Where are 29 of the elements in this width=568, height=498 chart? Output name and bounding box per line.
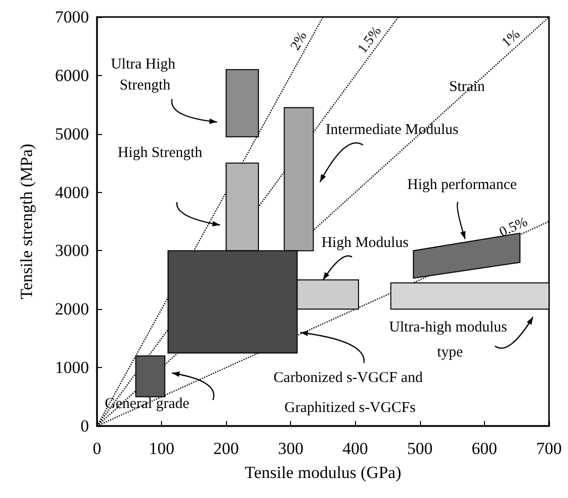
y-tick-label: 1000 xyxy=(55,358,89,378)
y-tick-label: 5000 xyxy=(55,124,89,144)
x-tick-label: 300 xyxy=(278,439,304,458)
annotation: High Strength xyxy=(118,145,203,161)
y-tick-label: 7000 xyxy=(55,8,89,26)
x-tick-label: 400 xyxy=(342,439,368,458)
y-tick-label: 3000 xyxy=(55,241,89,260)
y-tick-label: 6000 xyxy=(55,66,89,85)
y-tick-label: 0 xyxy=(80,416,89,436)
annotation: Ultra High Strength xyxy=(110,56,180,94)
annotation: Intermediate Modulus xyxy=(326,122,459,138)
x-axis-title: Tensile modulus (GPa) xyxy=(244,463,402,482)
y-axis-title: Tensile strength (MPa) xyxy=(17,144,36,300)
x-tick-label: 100 xyxy=(148,439,174,458)
annotation: High performance xyxy=(407,177,518,193)
y-tick-label: 4000 xyxy=(55,182,89,202)
text: 2% xyxy=(288,29,311,54)
annotation: Ultra-high modulus type xyxy=(389,320,511,360)
text: 1% xyxy=(499,26,524,51)
x-tick-label: 0 xyxy=(92,439,102,458)
x-tick-label: 700 xyxy=(536,439,562,458)
legend-label: 0.5% xyxy=(497,214,530,240)
x-tick-label: 600 xyxy=(472,439,498,458)
annotation: Carbonized s-VGCF and Graphitized s-VGCFs xyxy=(274,370,426,416)
annotation: High Modulus xyxy=(321,235,409,251)
annotation: Strain xyxy=(449,79,486,95)
x-tick-label: 200 xyxy=(213,439,239,458)
x-tick-label: 500 xyxy=(407,439,433,458)
y-tick-label: 2000 xyxy=(55,300,89,319)
